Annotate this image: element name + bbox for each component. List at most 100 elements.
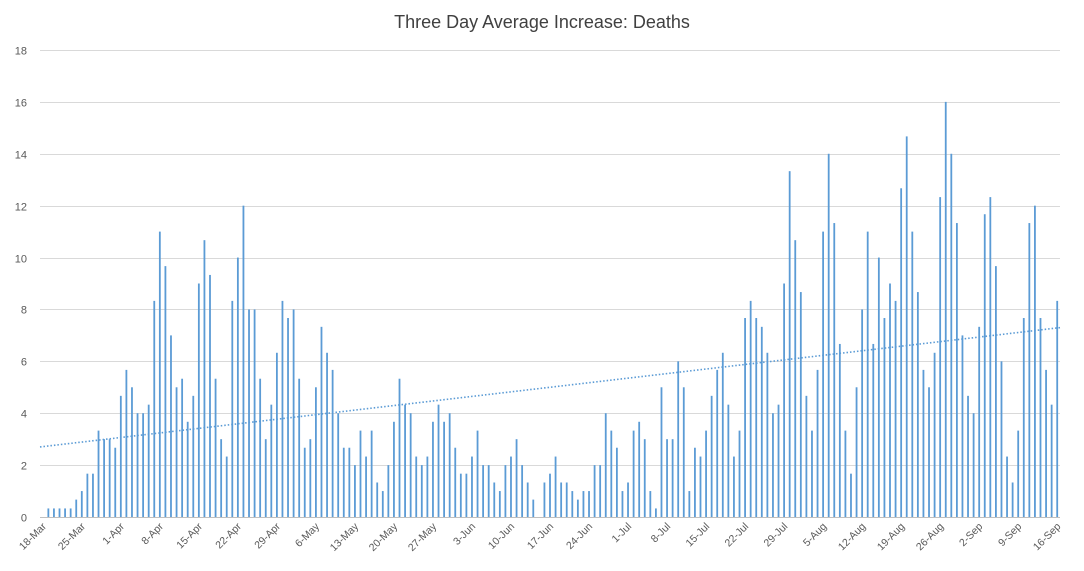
bar <box>331 369 334 517</box>
bar <box>744 318 746 517</box>
bar <box>900 188 903 517</box>
y-tick-label: 6 <box>21 357 27 369</box>
x-tick-label: 25-Mar <box>56 520 88 552</box>
bar <box>1050 404 1053 517</box>
x-tick-label: 3-Jun <box>451 521 478 548</box>
bar <box>214 378 217 517</box>
bar <box>816 369 819 517</box>
bar <box>432 421 434 517</box>
bar <box>248 309 250 517</box>
bar <box>181 378 184 517</box>
bar <box>292 309 295 517</box>
bar <box>309 439 312 517</box>
bar <box>393 421 395 517</box>
bar <box>1039 318 1042 517</box>
bar <box>989 197 992 517</box>
bar <box>253 309 256 517</box>
bar <box>125 369 128 517</box>
x-tick-label: 19-Aug <box>875 521 908 554</box>
bar <box>866 231 869 518</box>
bar <box>337 413 340 517</box>
bar <box>632 430 635 517</box>
bar <box>275 352 278 517</box>
bar <box>649 491 652 517</box>
bar <box>437 404 440 517</box>
bar <box>677 361 680 517</box>
bar <box>103 439 105 517</box>
x-tick-label: 27-May <box>406 520 440 554</box>
y-tick-label: 8 <box>21 305 27 317</box>
bar <box>521 465 524 517</box>
y-tick-label: 0 <box>21 513 27 525</box>
bar <box>298 378 301 517</box>
bar <box>760 326 763 517</box>
bar <box>231 300 234 517</box>
bar <box>515 439 518 517</box>
bar <box>320 326 323 517</box>
x-tick-label: 17-Jun <box>525 521 556 552</box>
bar <box>643 439 646 517</box>
x-tick-label: 8-Apr <box>139 520 166 547</box>
bar <box>47 508 50 517</box>
x-tick-label: 8-Jul <box>649 521 674 546</box>
x-tick-label: 18-Mar <box>17 520 49 552</box>
y-tick-label: 2 <box>21 461 27 473</box>
bar <box>727 404 730 517</box>
bar <box>1022 318 1025 517</box>
bar <box>610 430 613 517</box>
x-tick-label: 15-Jul <box>683 521 712 550</box>
bar <box>833 223 836 518</box>
bar <box>694 447 696 517</box>
bar <box>1000 361 1003 517</box>
bar <box>281 300 284 517</box>
bar <box>1034 205 1036 518</box>
bar <box>153 300 156 517</box>
bar <box>933 352 936 517</box>
y-tick-label: 16 <box>15 98 27 110</box>
x-tick-label: 24-Jun <box>564 521 595 552</box>
bar <box>805 395 808 517</box>
bar <box>844 430 847 517</box>
bar <box>872 343 875 517</box>
bar <box>576 499 579 517</box>
bar <box>264 439 267 517</box>
bar <box>922 369 925 517</box>
bar <box>270 404 273 517</box>
bar <box>303 447 306 517</box>
bar <box>850 473 852 517</box>
bar <box>666 439 668 517</box>
bar <box>64 508 66 517</box>
bar <box>80 491 83 517</box>
bar <box>710 395 713 517</box>
bar <box>1011 482 1014 517</box>
bar <box>560 482 563 517</box>
bar <box>855 387 858 517</box>
x-tick-label: 20-May <box>367 520 401 554</box>
bar <box>621 491 624 517</box>
bar <box>788 171 791 517</box>
x-tick-label: 1-Jul <box>610 521 635 546</box>
bar <box>755 318 758 517</box>
bar <box>504 465 507 517</box>
x-tick-label: 16-Sep <box>1031 521 1064 554</box>
bar <box>97 430 100 517</box>
y-tick-label: 4 <box>21 409 27 421</box>
bar <box>799 292 802 517</box>
bar <box>894 300 897 517</box>
bar <box>476 430 479 517</box>
bar <box>582 491 585 517</box>
bar <box>738 430 741 517</box>
bar <box>549 473 551 517</box>
bar <box>593 465 596 517</box>
y-tick-label: 18 <box>15 46 27 58</box>
bar <box>404 404 406 517</box>
bar <box>142 413 145 517</box>
bar <box>359 430 362 517</box>
bar <box>721 352 724 517</box>
bar <box>136 413 139 517</box>
x-tick-label: 5-Aug <box>801 521 829 549</box>
bar <box>749 300 752 517</box>
bar <box>627 482 629 517</box>
y-tick-label: 12 <box>15 202 27 214</box>
bar <box>315 387 317 517</box>
